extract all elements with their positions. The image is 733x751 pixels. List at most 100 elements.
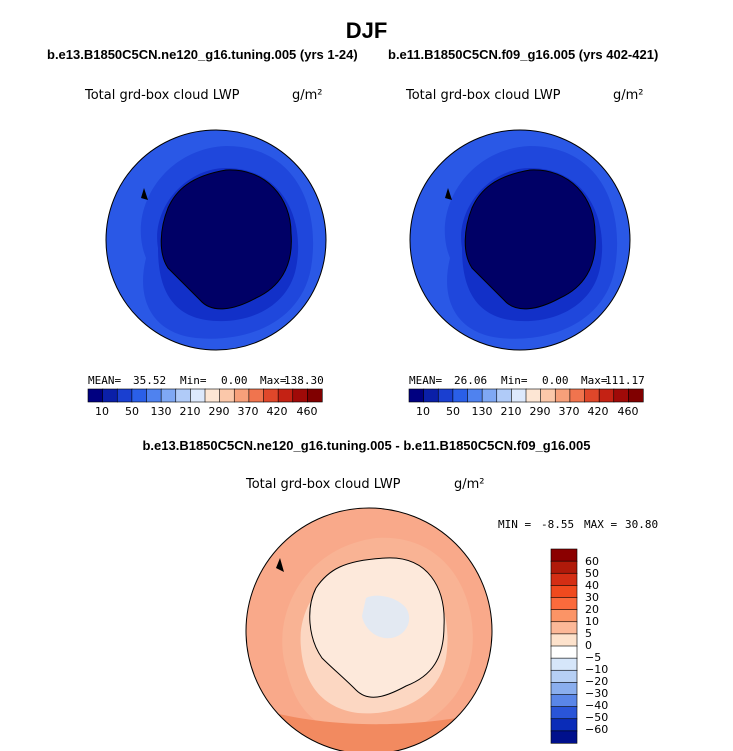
colorbar-swatch [307, 388, 323, 403]
colorbar-swatch [452, 388, 469, 403]
panel2-map [409, 129, 631, 351]
colorbar-swatch [550, 609, 578, 623]
cb2-tick: 370 [558, 405, 580, 418]
colorbar-swatch [437, 388, 454, 403]
panel2-colorbar-ticks: 10 50 130 210 290 370 420 460 [409, 405, 643, 419]
diff-max-label: MAX = [584, 518, 618, 531]
cb2-tick: 210 [500, 405, 522, 418]
cb3-tick: −60 [585, 723, 609, 736]
colorbar-swatch [569, 388, 586, 403]
cb2-tick: 10 [416, 405, 430, 418]
colorbar-swatch [554, 388, 571, 403]
cb1-tick: 370 [237, 405, 259, 418]
panel1-mean-label: MEAN= [88, 374, 122, 387]
colorbar-swatch [598, 388, 615, 403]
diff-min-value: -8.55 [541, 518, 575, 531]
cb1-tick: 10 [95, 405, 109, 418]
cb3-tick: 60 [585, 555, 599, 568]
colorbar-swatch [550, 597, 578, 611]
colorbar-swatch [550, 621, 578, 635]
cb1-tick: 50 [125, 405, 139, 418]
main-title: DJF [345, 18, 388, 43]
colorbar-swatch [550, 682, 578, 696]
cb1-tick: 130 [150, 405, 172, 418]
panel2-mean-label: MEAN= [409, 374, 443, 387]
cb2-tick: 460 [617, 405, 639, 418]
cb3-tick: 40 [585, 579, 599, 592]
cb2-tick: 50 [446, 405, 460, 418]
colorbar-swatch [146, 388, 162, 403]
colorbar-swatch [116, 388, 133, 403]
panel2-case-title: b.e11.B1850C5CN.f09_g16.005 (yrs 402-421… [388, 47, 659, 62]
panel1-colorbar [87, 388, 323, 403]
panel1-variable-label: Total grd-box cloud LWP [85, 88, 240, 103]
colorbar-swatch [102, 388, 118, 403]
panel1-min-value: 0.00 [221, 374, 248, 387]
colorbar-swatch [292, 388, 308, 403]
cb2-tick: 290 [529, 405, 551, 418]
cb3-tick: 10 [585, 615, 599, 628]
colorbar-swatch [160, 388, 177, 403]
colorbar-swatch [540, 388, 556, 403]
panel1-map [105, 129, 327, 351]
diff-max-value: 30.80 [625, 518, 659, 531]
cb3-tick: −40 [585, 699, 609, 712]
colorbar-swatch [511, 388, 527, 403]
colorbar-swatch [550, 718, 578, 732]
cb1-tick: 420 [266, 405, 288, 418]
colorbar-swatch [584, 388, 600, 403]
panel1-mean-value: 35.52 [133, 374, 167, 387]
colorbar-swatch [550, 585, 578, 599]
panel1-units-label: g/m² [292, 88, 323, 103]
diff-map [245, 507, 493, 751]
colorbar-swatch [277, 388, 294, 403]
diff-colorbar [550, 548, 578, 744]
cb3-tick: −20 [585, 675, 609, 688]
cb3-tick: −30 [585, 687, 609, 700]
colorbar-swatch [233, 388, 250, 403]
colorbar-swatch [496, 388, 512, 403]
colorbar-swatch [423, 388, 439, 403]
cb2-tick: 420 [587, 405, 609, 418]
cb3-tick: 50 [585, 567, 599, 580]
colorbar-swatch [219, 388, 235, 403]
colorbar-swatch [550, 694, 578, 708]
colorbar-swatch [525, 388, 542, 403]
colorbar-swatch [204, 388, 221, 403]
panel1-min-label: Min= [180, 374, 207, 387]
diff-units-label: g/m² [454, 477, 485, 492]
colorbar-swatch [131, 388, 148, 403]
panel1-max-value: 138.30 [284, 374, 324, 387]
colorbar-swatch [550, 633, 578, 647]
panel2-max-label: Max= [581, 374, 608, 387]
cb3-tick: 0 [585, 639, 592, 652]
colorbar-swatch [550, 657, 578, 671]
cb3-tick: 20 [585, 603, 599, 616]
panel2-max-value: 111.17 [605, 374, 645, 387]
colorbar-swatch [550, 560, 578, 574]
colorbar-swatch [263, 388, 279, 403]
panel2-colorbar [408, 388, 644, 403]
panel2-min-label: Min= [501, 374, 528, 387]
panel2-variable-label: Total grd-box cloud LWP [406, 88, 561, 103]
cb1-tick: 460 [296, 405, 318, 418]
diff-min-label: MIN = [498, 518, 532, 531]
diff-colorbar-ticks: 60 50 40 30 20 10 5 0 −5 −10 −20 −30 −40… [585, 549, 625, 743]
colorbar-swatch [550, 572, 578, 586]
cb1-tick: 290 [208, 405, 230, 418]
colorbar-swatch [550, 645, 578, 659]
cb3-tick: 30 [585, 591, 599, 604]
colorbar-swatch [87, 388, 104, 403]
cb2-tick: 130 [471, 405, 493, 418]
panel2-units-label: g/m² [613, 88, 644, 103]
panel1-max-label: Max= [260, 374, 287, 387]
panel2-min-value: 0.00 [542, 374, 569, 387]
panel1-case-title: b.e13.B1850C5CN.ne120_g16.tuning.005 (yr… [47, 47, 358, 62]
cb3-tick: 5 [585, 627, 592, 640]
colorbar-swatch [550, 548, 578, 562]
colorbar-swatch [467, 388, 483, 403]
diff-case-title: b.e13.B1850C5CN.ne120_g16.tuning.005 - b… [142, 438, 591, 453]
cb3-tick: −10 [585, 663, 609, 676]
diff-variable-label: Total grd-box cloud LWP [246, 477, 401, 492]
cb3-tick: −5 [585, 651, 602, 664]
